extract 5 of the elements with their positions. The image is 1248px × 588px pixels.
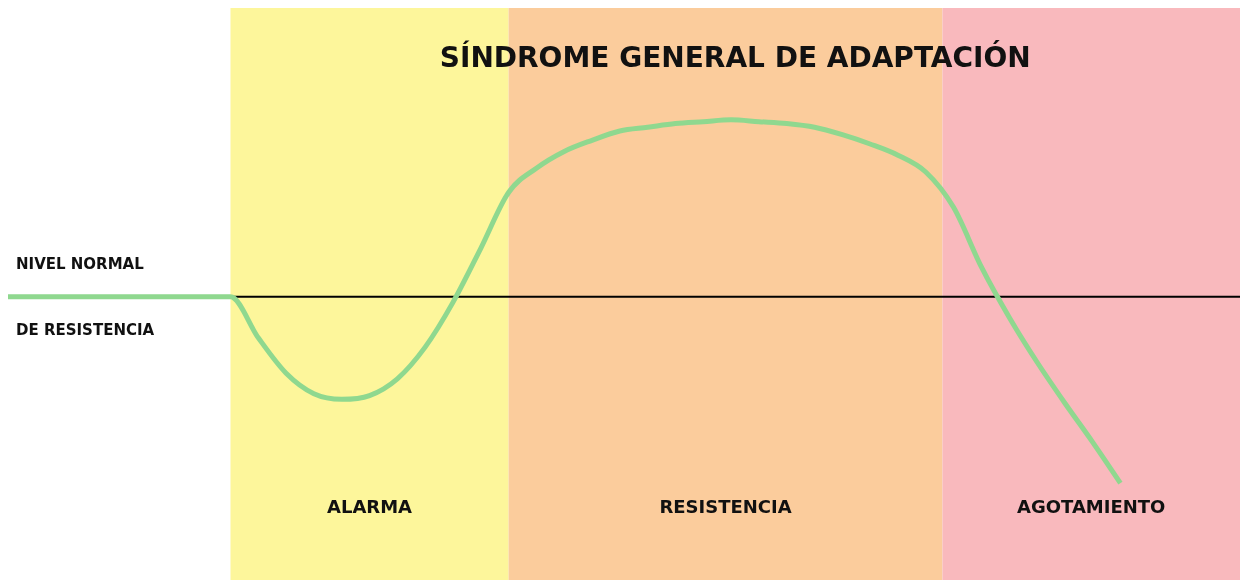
chart-title: SÍNDROME GENERAL DE ADAPTACIÓN (439, 40, 1031, 75)
text: AGOTAMIENTO (1017, 495, 1166, 517)
text: NIVEL NORMAL DE RESISTENCIA (16, 254, 155, 339)
text: RESISTENCIA (659, 495, 792, 517)
text: ALARMA (327, 495, 413, 517)
